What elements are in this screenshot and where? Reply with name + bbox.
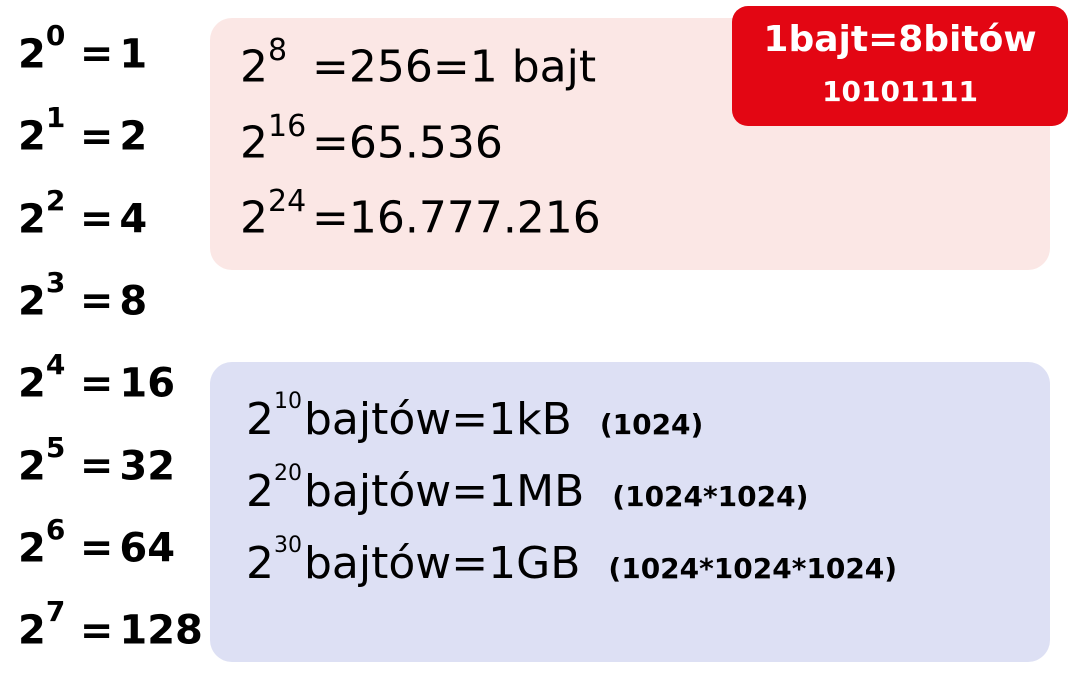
equals: = bbox=[80, 525, 114, 571]
equals: = bbox=[80, 443, 114, 489]
exponent: 24 bbox=[268, 187, 312, 217]
base: 2 bbox=[18, 525, 46, 571]
base: 2 bbox=[18, 278, 46, 324]
power-row: 24=16 bbox=[18, 359, 218, 403]
equals: = bbox=[80, 361, 114, 407]
base: 2 bbox=[246, 538, 274, 589]
value: 64 bbox=[119, 525, 175, 571]
unit-main: 220bajtów=1MB bbox=[246, 470, 584, 514]
base: 2 bbox=[18, 608, 46, 654]
byte-definition-badge: 1bajt=8bitów 10101111 bbox=[732, 6, 1068, 126]
byte-units-box: 210bajtów=1kB (1024) 220bajtów=1MB (1024… bbox=[210, 362, 1050, 662]
value: 2 bbox=[119, 114, 147, 160]
unit-text: bajtów=1kB bbox=[304, 394, 572, 445]
value: 8 bbox=[119, 278, 147, 324]
exponent: 1 bbox=[46, 104, 74, 132]
equals: = bbox=[80, 278, 114, 324]
exponent: 7 bbox=[46, 598, 74, 626]
exponent: 6 bbox=[46, 516, 74, 544]
base: 2 bbox=[18, 114, 46, 160]
equals: = bbox=[80, 31, 114, 77]
value: 4 bbox=[119, 196, 147, 242]
exponent: 16 bbox=[268, 112, 312, 142]
value-text: =16.777.216 bbox=[312, 193, 601, 244]
exponent: 30 bbox=[274, 535, 304, 557]
base: 2 bbox=[18, 196, 46, 242]
exponent: 10 bbox=[274, 391, 304, 413]
unit-line: 210bajtów=1kB (1024) bbox=[246, 398, 1020, 442]
equals: = bbox=[80, 114, 114, 160]
unit-note: (1024*1024) bbox=[612, 480, 808, 513]
unit-note: (1024) bbox=[600, 408, 704, 441]
power-row: 22=4 bbox=[18, 195, 218, 239]
exponent: 20 bbox=[274, 463, 304, 485]
power-row: 26=64 bbox=[18, 524, 218, 568]
exponent: 0 bbox=[46, 22, 74, 50]
base: 2 bbox=[18, 31, 46, 77]
powers-of-two-list: 20=1 21=2 22=4 23=8 24=16 25=32 26=64 27… bbox=[18, 30, 218, 689]
power-row: 27=128 bbox=[18, 606, 218, 650]
value: 128 bbox=[119, 608, 203, 654]
power-row: 21=2 bbox=[18, 112, 218, 156]
byte-power-line: 224=16.777.216 bbox=[240, 193, 1020, 241]
equals: = bbox=[80, 608, 114, 654]
power-row: 23=8 bbox=[18, 277, 218, 321]
byte-definition-text: 1bajt=8bitów bbox=[732, 18, 1068, 61]
exponent: 4 bbox=[46, 351, 74, 379]
base: 2 bbox=[246, 394, 274, 445]
unit-main: 230bajtów=1GB bbox=[246, 542, 580, 586]
base: 2 bbox=[18, 443, 46, 489]
exponent: 5 bbox=[46, 434, 74, 462]
unit-line: 220bajtów=1MB (1024*1024) bbox=[246, 470, 1020, 514]
value-text: =65.536 bbox=[312, 117, 503, 168]
byte-binary-example: 10101111 bbox=[732, 75, 1068, 108]
base: 2 bbox=[18, 361, 46, 407]
power-row: 25=32 bbox=[18, 442, 218, 486]
equals: = bbox=[80, 196, 114, 242]
power-row: 20=1 bbox=[18, 30, 218, 74]
unit-text: bajtów=1GB bbox=[304, 538, 580, 589]
base: 2 bbox=[246, 466, 274, 517]
unit-main: 210bajtów=1kB bbox=[246, 398, 572, 442]
value: 32 bbox=[119, 443, 175, 489]
unit-note: (1024*1024*1024) bbox=[608, 552, 897, 585]
value: 1 bbox=[119, 31, 147, 77]
exponent: 3 bbox=[46, 269, 74, 297]
exponent: 8 bbox=[268, 36, 312, 66]
exponent: 2 bbox=[46, 187, 74, 215]
unit-text: bajtów=1MB bbox=[304, 466, 584, 517]
value: 16 bbox=[119, 361, 175, 407]
unit-line: 230bajtów=1GB (1024*1024*1024) bbox=[246, 542, 1020, 586]
base: 2 bbox=[240, 193, 268, 244]
base: 2 bbox=[240, 117, 268, 168]
value-text: =256=1 bajt bbox=[312, 42, 596, 93]
base: 2 bbox=[240, 42, 268, 93]
